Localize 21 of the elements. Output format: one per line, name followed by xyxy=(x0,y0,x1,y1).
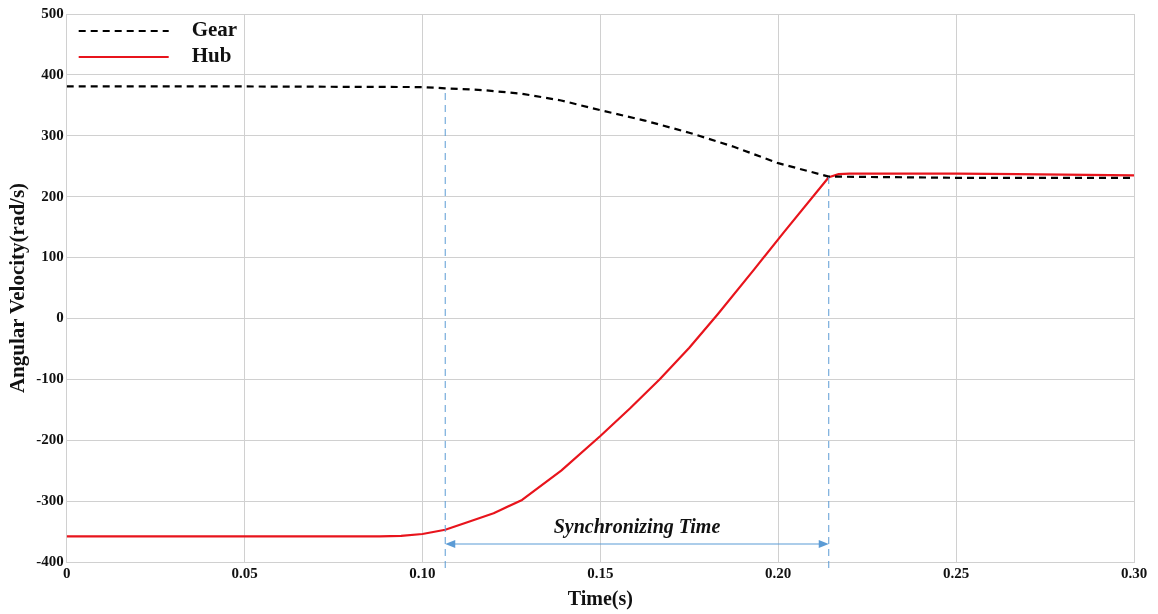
y-tick-label: 100 xyxy=(41,248,64,265)
y-tick-label: -100 xyxy=(36,370,64,387)
x-tick-label: 0.30 xyxy=(1120,564,1148,581)
y-tick-label: 500 xyxy=(41,4,64,21)
x-axis-title: Time(s) xyxy=(567,587,633,611)
x-tick-label: 0.15 xyxy=(587,564,614,581)
y-tick-label: 200 xyxy=(41,187,64,204)
x-tick-label: 0.05 xyxy=(231,564,258,581)
y-tick-label: -300 xyxy=(36,491,64,508)
legend-label: Hub xyxy=(191,43,232,68)
y-tick-label: -400 xyxy=(36,552,64,569)
annotation: Synchronizing Time xyxy=(553,515,721,539)
y-axis-title: Angular Velocity(rad/s) xyxy=(5,182,30,394)
x-tick-label: 0.25 xyxy=(942,564,970,581)
y-tick-label: 400 xyxy=(41,65,64,82)
y-tick-label: -200 xyxy=(36,431,64,448)
y-tick-label: 300 xyxy=(41,126,64,143)
x-tick-label: 0.20 xyxy=(765,564,792,581)
y-tick-label: 0 xyxy=(56,309,64,326)
x-tick-label: 0.10 xyxy=(409,564,436,581)
legend-label: Gear xyxy=(191,17,238,42)
